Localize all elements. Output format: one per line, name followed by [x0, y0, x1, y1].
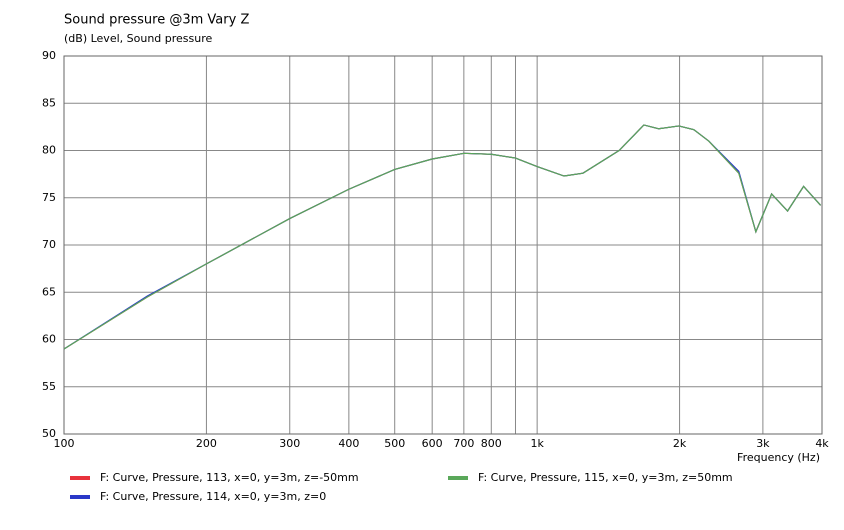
y-tick-label: 65 [42, 285, 56, 298]
x-tick-label: 800 [481, 437, 502, 450]
x-tick-label: 200 [196, 437, 217, 450]
series-line [63, 124, 822, 350]
legend-swatch [70, 476, 90, 480]
x-tick-label: 100 [54, 437, 75, 450]
chart-title: Sound pressure @3m Vary Z [64, 13, 249, 28]
x-tick-label: 700 [453, 437, 474, 450]
y-tick-label: 55 [42, 380, 56, 393]
y-tick-label: 50 [42, 427, 56, 440]
y-tick-label: 85 [42, 96, 56, 109]
y-tick-label: 80 [42, 144, 56, 157]
legend-label: F: Curve, Pressure, 113, x=0, y=3m, z=-5… [100, 471, 359, 484]
legend-swatch [70, 495, 90, 499]
x-tick-label: 400 [338, 437, 359, 450]
plot-frame [63, 55, 823, 435]
legend-label: F: Curve, Pressure, 114, x=0, y=3m, z=0 [100, 490, 326, 503]
x-axis-label: Frequency (Hz) [737, 451, 820, 464]
x-tick-label: 3k [756, 437, 770, 450]
x-tick-label: 4k [815, 437, 829, 450]
legend-label: F: Curve, Pressure, 115, x=0, y=3m, z=50… [478, 471, 733, 484]
x-tick-label: 600 [422, 437, 443, 450]
y-tick-label: 70 [42, 238, 56, 251]
y-tick-label: 90 [42, 49, 56, 62]
legend-swatch [448, 476, 468, 480]
y-tick-label: 75 [42, 191, 56, 204]
x-tick-label: 500 [384, 437, 405, 450]
x-tick-label: 300 [279, 437, 300, 450]
chart-subtitle: (dB) Level, Sound pressure [64, 32, 213, 45]
x-tick-label: 1k [530, 437, 544, 450]
x-tick-label: 2k [673, 437, 687, 450]
y-tick-label: 60 [42, 333, 56, 346]
